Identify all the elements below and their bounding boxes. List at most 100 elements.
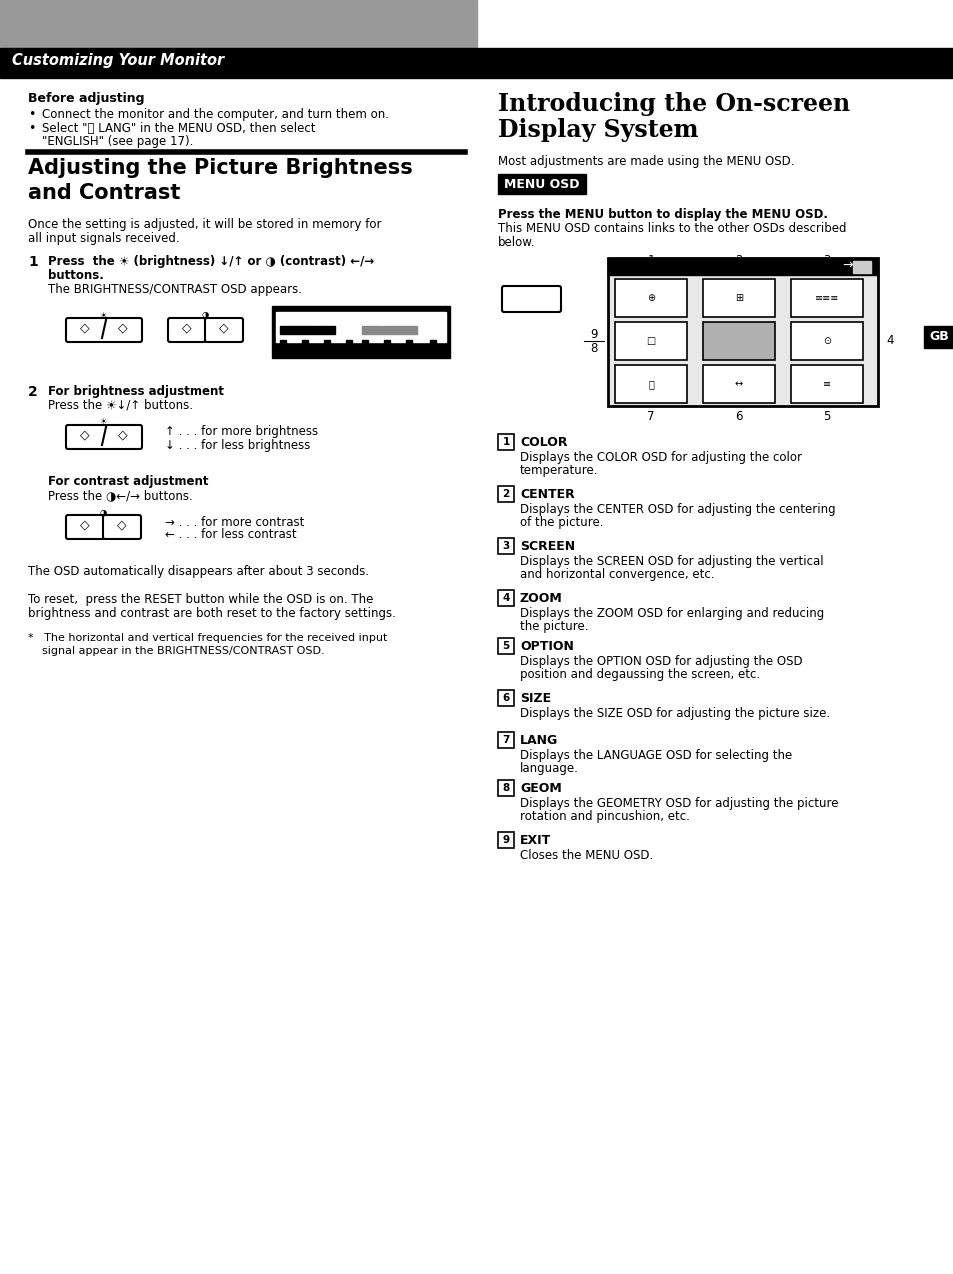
Bar xyxy=(497,434,514,450)
Bar xyxy=(497,485,514,502)
FancyBboxPatch shape xyxy=(168,318,206,341)
FancyBboxPatch shape xyxy=(66,318,142,341)
Text: ◇: ◇ xyxy=(118,428,128,442)
Text: 2: 2 xyxy=(735,255,742,268)
Text: Press  the ☀ (brightness) ↓/↑ or ◑ (contrast) ←/→: Press the ☀ (brightness) ↓/↑ or ◑ (contr… xyxy=(48,255,374,268)
Bar xyxy=(497,780,514,796)
Bar xyxy=(607,259,877,275)
Bar xyxy=(497,733,514,748)
FancyBboxPatch shape xyxy=(66,515,104,539)
Text: ⊙: ⊙ xyxy=(822,336,830,347)
Text: below.: below. xyxy=(497,236,535,248)
FancyBboxPatch shape xyxy=(615,364,686,403)
Text: 6: 6 xyxy=(502,693,509,703)
Bar xyxy=(302,340,308,344)
Text: 6: 6 xyxy=(735,409,742,423)
Text: 9: 9 xyxy=(502,834,509,845)
Text: •: • xyxy=(28,108,35,121)
Text: and Contrast: and Contrast xyxy=(28,183,180,203)
Text: 5: 5 xyxy=(502,641,509,651)
Text: and horizontal convergence, etc.: and horizontal convergence, etc. xyxy=(519,568,714,581)
Text: ☀: ☀ xyxy=(308,318,315,327)
Text: → . . . for more contrast: → . . . for more contrast xyxy=(165,516,304,529)
Text: ◑: ◑ xyxy=(99,507,107,516)
Text: Connect the monitor and the computer, and turn them on.: Connect the monitor and the computer, an… xyxy=(42,108,389,121)
Text: SIZE: SIZE xyxy=(519,692,551,705)
Text: all input signals received.: all input signals received. xyxy=(28,232,179,245)
Text: The BRIGHTNESS/CONTRAST OSD appears.: The BRIGHTNESS/CONTRAST OSD appears. xyxy=(48,283,302,296)
Text: temperature.: temperature. xyxy=(519,464,598,476)
Text: ◇: ◇ xyxy=(80,321,90,335)
Text: of the picture.: of the picture. xyxy=(519,516,603,529)
Bar xyxy=(497,832,514,848)
Text: language.: language. xyxy=(519,762,578,775)
Text: Ⓐ: Ⓐ xyxy=(647,378,653,389)
FancyBboxPatch shape xyxy=(702,322,774,361)
Text: □: □ xyxy=(646,336,655,347)
Text: 7: 7 xyxy=(502,735,509,745)
FancyBboxPatch shape xyxy=(790,279,862,317)
Text: Introducing the On-screen: Introducing the On-screen xyxy=(497,92,849,116)
Text: Most adjustments are made using the MENU OSD.: Most adjustments are made using the MENU… xyxy=(497,155,794,168)
Text: ↑ . . . for more brightness: ↑ . . . for more brightness xyxy=(165,426,317,438)
Text: ◇: ◇ xyxy=(80,428,90,442)
FancyBboxPatch shape xyxy=(205,318,243,341)
Text: COLOR: COLOR xyxy=(519,436,567,448)
Text: →: → xyxy=(841,259,852,271)
Bar xyxy=(384,340,390,344)
Text: 8: 8 xyxy=(502,784,509,792)
Bar xyxy=(497,538,514,554)
FancyBboxPatch shape xyxy=(607,259,877,406)
FancyBboxPatch shape xyxy=(501,285,560,312)
Text: *   The horizontal and vertical frequencies for the received input: * The horizontal and vertical frequencie… xyxy=(28,633,387,643)
Text: •: • xyxy=(28,122,35,135)
Text: ◑: ◑ xyxy=(378,318,385,327)
Bar xyxy=(430,340,436,344)
Bar xyxy=(497,691,514,706)
Text: GB: GB xyxy=(928,330,948,344)
Text: GEOM: GEOM xyxy=(519,782,561,795)
Text: 2: 2 xyxy=(28,385,38,399)
Text: 5: 5 xyxy=(822,409,830,423)
Text: Displays the COLOR OSD for adjusting the color: Displays the COLOR OSD for adjusting the… xyxy=(519,451,801,464)
Text: For contrast adjustment: For contrast adjustment xyxy=(48,475,209,488)
Bar xyxy=(406,340,412,344)
Text: 4: 4 xyxy=(885,335,893,348)
FancyBboxPatch shape xyxy=(702,279,774,317)
Text: 3: 3 xyxy=(502,541,509,550)
Text: LANG: LANG xyxy=(519,734,558,747)
Text: Before adjusting: Before adjusting xyxy=(28,92,144,104)
Bar xyxy=(0,0,476,52)
Text: 7: 7 xyxy=(646,409,654,423)
Text: signal appear in the BRIGHTNESS/CONTRAST OSD.: signal appear in the BRIGHTNESS/CONTRAST… xyxy=(28,646,324,656)
Text: Customizing Your Monitor: Customizing Your Monitor xyxy=(12,52,224,68)
Text: Displays the OPTION OSD for adjusting the OSD: Displays the OPTION OSD for adjusting th… xyxy=(519,655,801,668)
Bar xyxy=(346,340,352,344)
Text: Select "Ⓐ LANG" in the MENU OSD, then select: Select "Ⓐ LANG" in the MENU OSD, then se… xyxy=(42,122,315,135)
Text: ≡: ≡ xyxy=(822,378,830,389)
Text: ← . . . for less contrast: ← . . . for less contrast xyxy=(165,529,296,541)
Text: ◇: ◇ xyxy=(80,519,90,531)
Text: ⊞: ⊞ xyxy=(734,293,742,303)
Text: ◇: ◇ xyxy=(117,519,127,531)
Text: Press the ◑←/→ buttons.: Press the ◑←/→ buttons. xyxy=(48,489,193,502)
Text: ≡≡≡: ≡≡≡ xyxy=(814,293,839,303)
Text: brightness and contrast are both reset to the factory settings.: brightness and contrast are both reset t… xyxy=(28,606,395,620)
Text: position and degaussing the screen, etc.: position and degaussing the screen, etc. xyxy=(519,668,760,682)
Bar xyxy=(361,326,416,334)
Text: ◇: ◇ xyxy=(118,321,128,335)
FancyBboxPatch shape xyxy=(66,426,142,448)
Bar xyxy=(280,340,286,344)
FancyBboxPatch shape xyxy=(702,364,774,403)
Text: SCREEN: SCREEN xyxy=(519,540,575,553)
Text: CENTER: CENTER xyxy=(519,488,574,501)
Bar xyxy=(280,326,335,334)
Bar xyxy=(923,326,953,348)
Text: Displays the SCREEN OSD for adjusting the vertical: Displays the SCREEN OSD for adjusting th… xyxy=(519,555,822,568)
Text: 1: 1 xyxy=(502,437,509,447)
Text: rotation and pincushion, etc.: rotation and pincushion, etc. xyxy=(519,810,689,823)
Text: 9: 9 xyxy=(590,329,598,341)
Text: ZOOM: ZOOM xyxy=(519,592,562,605)
Text: Once the setting is adjusted, it will be stored in memory for: Once the setting is adjusted, it will be… xyxy=(28,218,381,231)
Text: 4: 4 xyxy=(502,592,509,603)
